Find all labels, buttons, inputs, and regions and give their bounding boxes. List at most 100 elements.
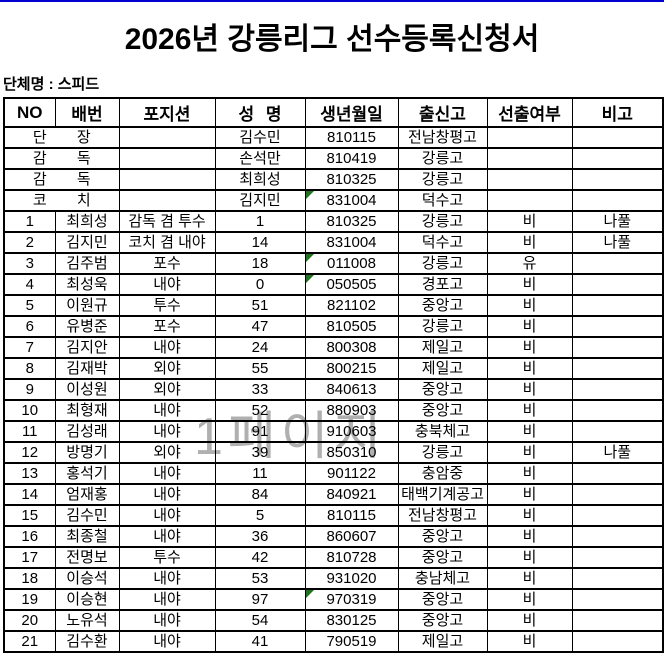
cell-no: 17 <box>3 546 56 569</box>
cell-name: 손석만 <box>214 147 306 170</box>
cell-school: 중앙고 <box>397 546 488 569</box>
cell-birthdate: 910603 <box>304 420 399 443</box>
cell-birthdate: 810505 <box>304 315 399 338</box>
player-row: 14 엄재홍 내야 84 840921 태백기계공고 비 <box>3 483 664 506</box>
player-row: 9 이성원 외야 33 840613 중앙고 비 <box>3 378 664 401</box>
cell-position: 외야 <box>118 378 216 401</box>
cell-note: 나풀 <box>571 231 664 254</box>
cell-school: 제일고 <box>397 336 488 359</box>
cell-no: 16 <box>3 525 56 548</box>
cell-back-number: 김수환 <box>54 630 120 653</box>
cell-no: 21 <box>3 630 56 653</box>
cell-school: 중앙고 <box>397 378 488 401</box>
cell-position <box>118 189 216 212</box>
cell-selected: 비 <box>486 378 573 401</box>
cell-birthdate: 880903 <box>304 399 399 422</box>
cell-position: 포수 <box>118 252 216 275</box>
player-row: 2 김지민 코치 겸 내야 14 831004 덕수고 비 나풀 <box>3 231 664 254</box>
cell-no: 6 <box>3 315 56 338</box>
cell-name: 김지민 <box>214 189 306 212</box>
player-row: 10 최형재 내야 52 880903 중앙고 비 <box>3 399 664 422</box>
cell-officer-title: 감 독 <box>3 147 120 170</box>
cell-selected: 비 <box>486 357 573 380</box>
cell-birthdate: 050505 <box>304 273 399 296</box>
cell-position: 투수 <box>118 294 216 317</box>
cell-officer-title: 코 치 <box>3 189 120 212</box>
cell-no: 4 <box>3 273 56 296</box>
cell-birthdate: 810115 <box>304 504 399 527</box>
cell-note <box>571 567 664 590</box>
cell-position: 내야 <box>118 462 216 485</box>
cell-name: 51 <box>214 294 306 317</box>
cell-selected: 비 <box>486 609 573 632</box>
cell-name: 91 <box>214 420 306 443</box>
cell-name: 41 <box>214 630 306 653</box>
cell-officer-title: 감 독 <box>3 168 120 191</box>
cell-note: 나풀 <box>571 210 664 233</box>
cell-name: 97 <box>214 588 306 611</box>
player-row: 13 홍석기 내야 11 901122 충암중 비 <box>3 462 664 485</box>
cell-position: 내야 <box>118 420 216 443</box>
cell-position: 내야 <box>118 630 216 653</box>
cell-position: 포수 <box>118 315 216 338</box>
cell-note <box>571 252 664 275</box>
cell-back-number: 전명보 <box>54 546 120 569</box>
cell-selected: 유 <box>486 252 573 275</box>
cell-birthdate: 810325 <box>304 210 399 233</box>
cell-name: 54 <box>214 609 306 632</box>
cell-selected: 비 <box>486 567 573 590</box>
officer-row: 감 독 최희성 810325 강릉고 <box>3 168 664 191</box>
cell-selected: 비 <box>486 588 573 611</box>
cell-no: 5 <box>3 294 56 317</box>
cell-no: 18 <box>3 567 56 590</box>
cell-name: 36 <box>214 525 306 548</box>
cell-selected: 비 <box>486 504 573 527</box>
cell-note <box>571 609 664 632</box>
cell-note <box>571 273 664 296</box>
cell-note <box>571 126 664 149</box>
cell-position <box>118 168 216 191</box>
cell-name: 1 <box>214 210 306 233</box>
cell-school: 강릉고 <box>397 168 488 191</box>
cell-note <box>571 588 664 611</box>
cell-birthdate: 830125 <box>304 609 399 632</box>
cell-school: 강릉고 <box>397 147 488 170</box>
cell-birthdate: 011008 <box>304 252 399 275</box>
cell-note <box>571 462 664 485</box>
player-row: 7 김지안 내야 24 800308 제일고 비 <box>3 336 664 359</box>
cell-back-number: 최희성 <box>54 210 120 233</box>
cell-school: 제일고 <box>397 630 488 653</box>
cell-selected: 비 <box>486 525 573 548</box>
cell-position: 내야 <box>118 609 216 632</box>
cell-birthdate: 931020 <box>304 567 399 590</box>
player-row: 19 이승현 내야 97 970319 중앙고 비 <box>3 588 664 611</box>
cell-position: 외야 <box>118 357 216 380</box>
cell-birthdate: 810325 <box>304 168 399 191</box>
cell-no: 19 <box>3 588 56 611</box>
cell-back-number: 유병준 <box>54 315 120 338</box>
cell-back-number: 최형재 <box>54 399 120 422</box>
player-row: 18 이승석 내야 53 931020 충남체고 비 <box>3 567 664 590</box>
col-header-birth: 생년월일 <box>304 97 399 128</box>
cell-back-number: 이원규 <box>54 294 120 317</box>
cell-no: 2 <box>3 231 56 254</box>
cell-school: 강릉고 <box>397 315 488 338</box>
cell-name: 최희성 <box>214 168 306 191</box>
cell-no: 20 <box>3 609 56 632</box>
col-header-position: 포지션 <box>118 97 216 128</box>
cell-birthdate: 810419 <box>304 147 399 170</box>
cell-school: 중앙고 <box>397 294 488 317</box>
cell-name: 52 <box>214 399 306 422</box>
cell-selected: 비 <box>486 441 573 464</box>
player-row: 21 김수환 내야 41 790519 제일고 비 <box>3 630 664 653</box>
cell-no: 1 <box>3 210 56 233</box>
cell-position <box>118 147 216 170</box>
cell-note <box>571 420 664 443</box>
cell-school: 전남창평고 <box>397 126 488 149</box>
cell-selected: 비 <box>486 273 573 296</box>
cell-note <box>571 294 664 317</box>
cell-school: 경포고 <box>397 273 488 296</box>
cell-back-number: 최종철 <box>54 525 120 548</box>
col-header-note: 비고 <box>571 97 664 128</box>
cell-selected: 비 <box>486 483 573 506</box>
